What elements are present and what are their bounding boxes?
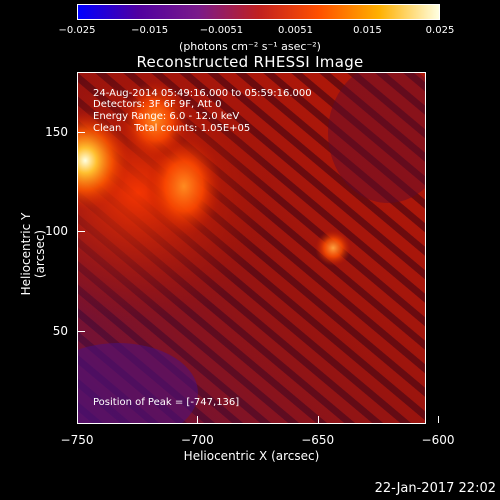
source-blob (121, 80, 190, 161)
heatmap-image (78, 73, 425, 423)
colorbar-tick-label: −0.0051 (199, 25, 244, 36)
x-tick-label: −700 (180, 433, 214, 447)
footer-timestamp: 22-Jan-2017 22:02 (374, 481, 496, 496)
y-tick-mark (78, 131, 85, 133)
info-energy: Energy Range: 6.0 - 12.0 keV (93, 111, 240, 122)
info-detectors: Detectors: 3F 6F 9F, Att 0 (93, 99, 222, 110)
x-tick-mark (438, 416, 440, 423)
colorbar-tick-label: 0.015 (353, 25, 382, 36)
x-tick-label: −750 (60, 433, 94, 447)
y-tick-mark (78, 330, 85, 332)
source-blob (78, 110, 131, 211)
y-tick-mark (78, 231, 85, 233)
colorbar-tick-label: −0.015 (131, 25, 169, 36)
source-blob (145, 136, 222, 237)
x-tick-label: −650 (301, 433, 335, 447)
x-tick-mark (317, 416, 319, 423)
colorbar-tick-label: 0.025 (425, 25, 455, 36)
source-blob (315, 230, 352, 267)
colorbar-tick-label: −0.025 (58, 25, 96, 36)
colorbar-units: (photons cm⁻² s⁻¹ asec⁻²) (179, 40, 321, 53)
y-axis-label: Heliocentric Y (arcsec) (19, 212, 47, 296)
y-tick-label: 150 (45, 124, 68, 139)
chart-title: Reconstructed RHESSI Image (136, 53, 364, 71)
colorbar-tick-label: 0.0051 (278, 25, 314, 36)
info-time: 24-Aug-2014 05:49:16.000 to 05:59:16.000 (93, 88, 312, 99)
info-clean: Clean Total counts: 1.05E+05 (93, 123, 251, 134)
y-tick-label: 50 (52, 323, 68, 338)
x-axis-label: Heliocentric X (arcsec) (183, 449, 320, 463)
y-tick-label: 100 (45, 224, 68, 239)
peak-position: Position of Peak = [-747,136] (93, 397, 240, 408)
x-tick-mark (77, 416, 78, 423)
plot-area (77, 72, 426, 424)
colorbar (77, 4, 440, 20)
x-tick-mark (197, 416, 199, 423)
x-tick-label: −600 (421, 433, 455, 447)
